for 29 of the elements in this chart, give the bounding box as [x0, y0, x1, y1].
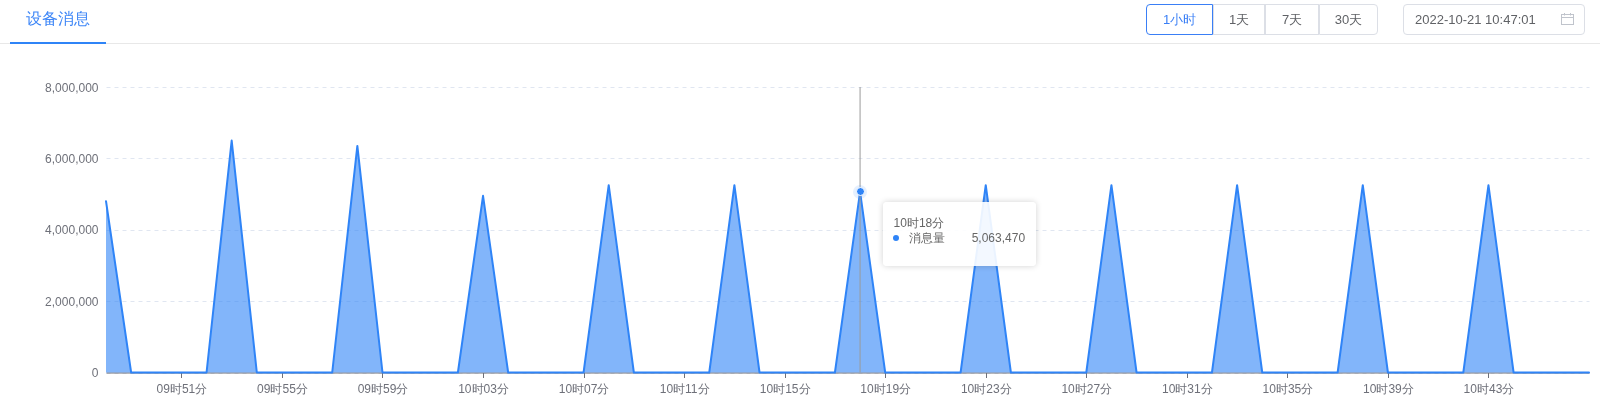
x-tick-label: 10时23分 — [960, 382, 1012, 396]
y-tick-label: 6,000,000 — [45, 151, 99, 166]
y-tick-label: 4,000,000 — [45, 223, 99, 238]
legend-label: 消息量 — [908, 230, 945, 248]
y-tick-label: 8,000,000 — [45, 80, 99, 95]
x-tick-label: 09时51分 — [156, 382, 208, 396]
annotation: 10时18分 — [893, 214, 945, 232]
tooltip: 10时18分 消息量 5,063,470 — [882, 201, 1036, 266]
x-tick-label: 10时19分 — [860, 382, 912, 396]
x-tick-label: 10时27分 — [1061, 382, 1113, 396]
x-tick-label: 10时43分 — [1463, 382, 1515, 396]
range-button: 30天 — [1319, 3, 1378, 35]
x-tick-label: 10时07分 — [558, 382, 610, 396]
date-field: 2022-10-21 10:47:01 — [1403, 3, 1585, 35]
x-tick-label: 09时55分 — [257, 382, 308, 396]
x-tick-label: 10时15分 — [759, 382, 811, 396]
y-tick-label: 2,000,000 — [45, 294, 99, 309]
x-tick-label: 10时11分 — [659, 382, 710, 396]
annotation: 5,063,470 — [971, 230, 1026, 248]
x-tick-label: 10时35分 — [1262, 382, 1314, 396]
range-button: 1小时 — [1146, 3, 1213, 35]
x-tick-label: 10时03分 — [458, 382, 509, 396]
range-button: 1天 — [1213, 3, 1265, 35]
range-button: 7天 — [1265, 3, 1319, 35]
chart-title: 设备消息 — [26, 9, 90, 29]
x-tick-label: 10时31分 — [1161, 382, 1213, 396]
x-tick-label: 10时39分 — [1363, 382, 1414, 396]
y-tick-label: 0 — [91, 366, 99, 380]
x-tick-label: 09时59分 — [357, 382, 409, 396]
